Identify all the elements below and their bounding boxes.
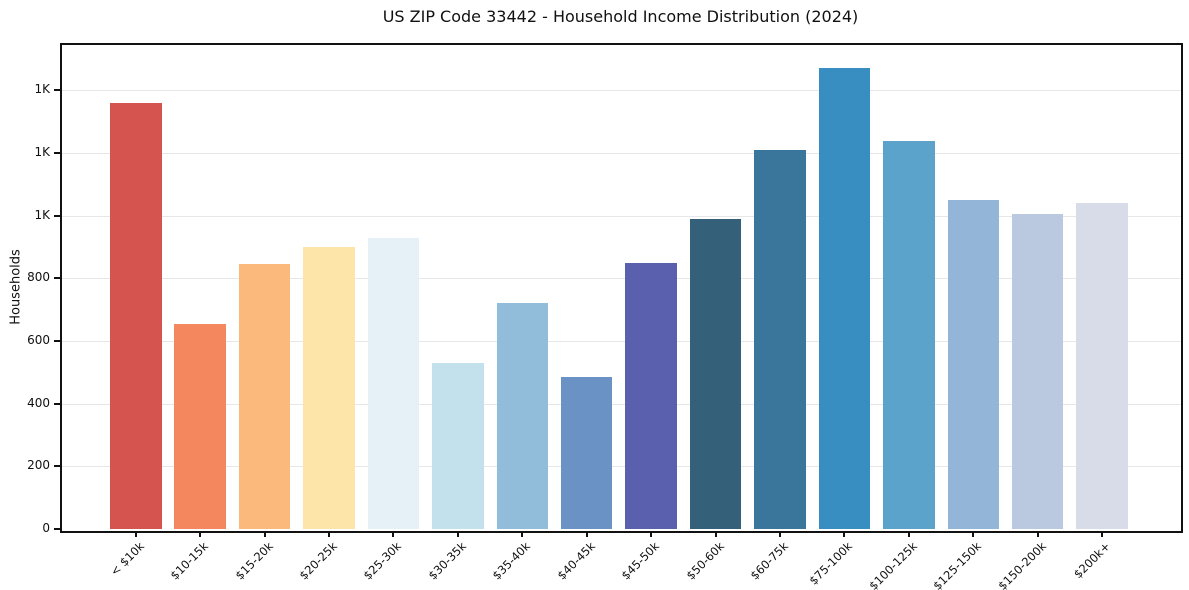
bar-25-30k	[367, 237, 420, 529]
gridline	[62, 466, 1181, 468]
x-tick-mark	[972, 531, 975, 537]
bar-10-15k	[174, 323, 226, 529]
x-tick-mark	[328, 531, 331, 537]
x-tick-label: $20-25k	[296, 539, 340, 583]
x-tick-label: $25-30k	[360, 539, 405, 583]
x-tick-mark	[714, 531, 717, 537]
x-tick-mark	[521, 531, 524, 537]
x-tick-mark	[585, 531, 588, 537]
x-tick-label: $10-15k	[167, 539, 212, 583]
x-tick-label: $45-50k	[618, 539, 663, 583]
x-tick-mark	[843, 531, 846, 537]
bar-45-50k	[625, 262, 677, 529]
y-tick-label: 1K	[34, 145, 50, 160]
x-tick-label: $30-35k	[425, 539, 469, 583]
gridline	[62, 215, 1181, 217]
bar-60-75k	[754, 149, 806, 529]
y-tick-label: 1K	[34, 207, 50, 222]
bar-150-200k	[1011, 214, 1064, 529]
x-tick-label: $150-200k	[994, 539, 1049, 590]
y-tick-label: 1K	[34, 82, 50, 97]
x-tick-label: $50-60k	[683, 539, 727, 583]
bar-20-25k	[303, 247, 355, 529]
gridline	[62, 153, 1181, 155]
x-tick-label: $75-100k	[806, 539, 856, 588]
y-tick-mark	[54, 89, 60, 92]
gridline	[62, 403, 1181, 405]
x-tick-label: $200k+	[1070, 539, 1114, 582]
y-axis-label: Households	[8, 249, 24, 325]
y-tick-mark	[54, 465, 60, 468]
bar-100-125k	[883, 140, 935, 529]
bar-125-150k	[947, 200, 999, 529]
x-tick-label: $40-45k	[554, 539, 598, 583]
x-tick-mark	[779, 531, 781, 537]
bar-10k	[110, 102, 162, 529]
y-tick-mark	[54, 277, 60, 280]
x-tick-label: $15-20k	[232, 539, 276, 583]
y-tick-label: 600	[27, 333, 50, 348]
x-tick-mark	[263, 531, 266, 537]
x-tick-mark	[907, 531, 910, 537]
y-tick-mark	[54, 402, 60, 405]
gridline	[62, 278, 1181, 280]
bar-15-20k	[238, 264, 291, 529]
x-tick-mark	[1101, 531, 1104, 537]
y-tick-label: 200	[27, 458, 50, 473]
x-tick-label: $60-75k	[747, 539, 791, 583]
bar-75-100k	[818, 68, 871, 529]
x-tick-mark	[1036, 531, 1039, 537]
chart-title: US ZIP Code 33442 - Household Income Dis…	[382, 7, 859, 26]
y-tick-label: 400	[27, 395, 50, 410]
bar-50-60k	[689, 218, 742, 529]
y-tick-mark	[54, 214, 60, 217]
y-tick-mark	[54, 152, 60, 155]
x-tick-label: $35-40k	[489, 539, 534, 583]
plot-area	[60, 43, 1183, 533]
gridline	[62, 90, 1181, 92]
x-tick-mark	[199, 531, 202, 537]
bar-30-35k	[432, 362, 484, 529]
x-tick-label: $125-150k	[930, 539, 985, 590]
x-tick-mark	[392, 531, 395, 537]
bar-35-40k	[496, 303, 549, 529]
x-tick-label: $100-125k	[866, 539, 920, 590]
gridline	[62, 341, 1181, 343]
x-tick-mark	[456, 531, 459, 537]
x-tick-label: < $10k	[107, 539, 147, 579]
bar-40-45k	[560, 377, 613, 529]
y-tick-label: 800	[27, 270, 50, 285]
y-tick-mark	[54, 528, 60, 530]
x-tick-mark	[134, 531, 137, 537]
y-tick-mark	[54, 340, 60, 343]
y-tick-label: 0	[42, 521, 50, 535]
bar-200k	[1076, 203, 1128, 529]
x-tick-mark	[650, 531, 653, 537]
